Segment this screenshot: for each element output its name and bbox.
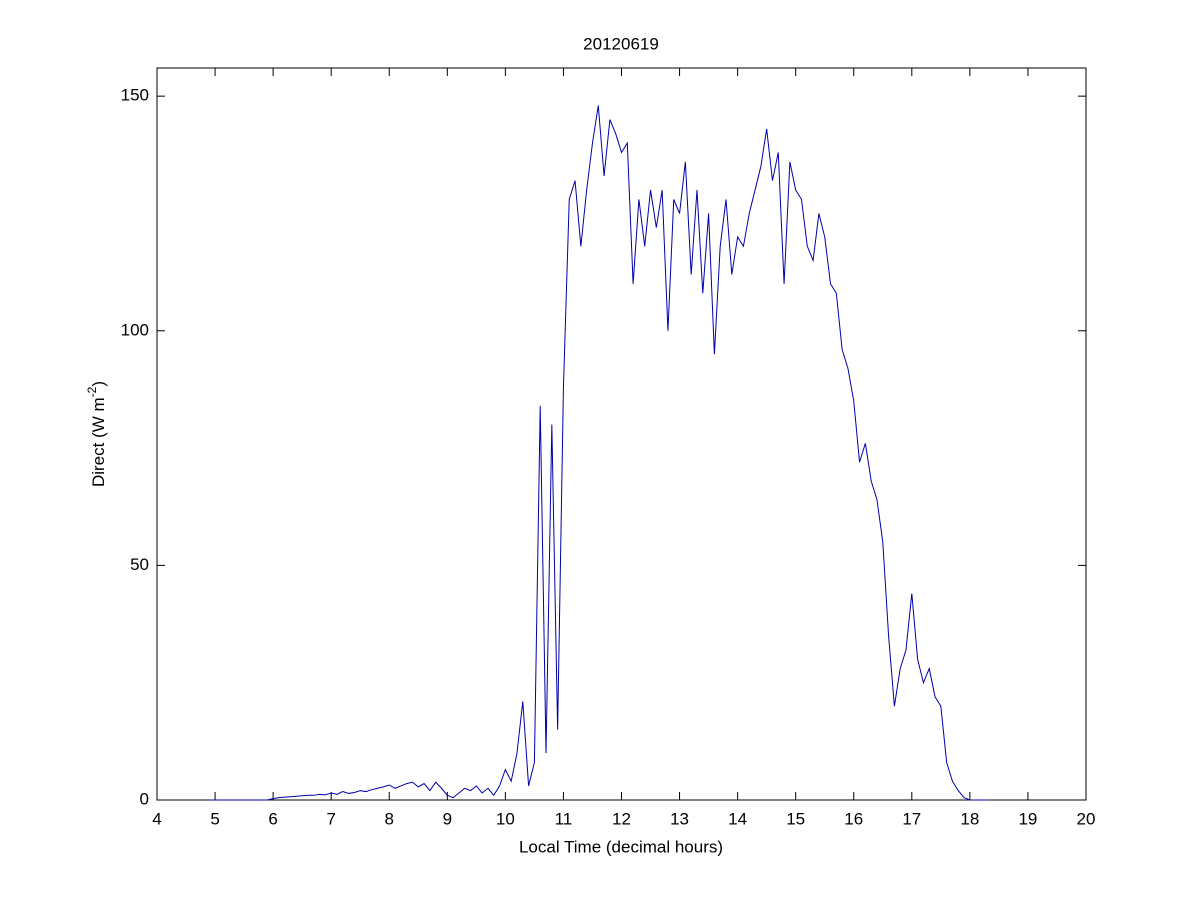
x-tick-label: 14: [728, 809, 747, 828]
y-label-text: Direct (W m: [89, 397, 108, 487]
x-tick-label: 5: [210, 809, 219, 828]
y-tick-label: 100: [121, 320, 149, 339]
x-tick-label: 9: [443, 809, 452, 828]
x-tick-label: 6: [268, 809, 277, 828]
y-tick-label: 0: [140, 789, 149, 808]
plot-frame: [156, 67, 1087, 801]
y-label-sup: -2: [85, 386, 99, 397]
x-tick-label: 17: [902, 809, 921, 828]
x-tick-label: 16: [844, 809, 863, 828]
x-tick-label: 7: [326, 809, 335, 828]
x-tick-label: 10: [496, 809, 515, 828]
x-axis-label: Local Time (decimal hours): [519, 837, 723, 856]
y-tick-label: 50: [130, 555, 149, 574]
x-tick-label: 12: [612, 809, 631, 828]
x-tick-label: 8: [385, 809, 394, 828]
x-tick-label: 20: [1077, 809, 1096, 828]
line-series: [209, 105, 988, 801]
x-tick-label: 18: [960, 809, 979, 828]
y-label-end: ): [89, 381, 108, 387]
chart-title: 20120619: [583, 34, 659, 53]
x-tick-label: 15: [786, 809, 805, 828]
y-axis-label: Direct (W m-2): [85, 381, 108, 487]
x-tick-label: 11: [555, 809, 573, 828]
x-tick-label: 19: [1018, 809, 1037, 828]
y-tick-label: 150: [121, 86, 149, 105]
x-tick-label: 13: [670, 809, 689, 828]
x-tick-label: 4: [152, 809, 161, 828]
